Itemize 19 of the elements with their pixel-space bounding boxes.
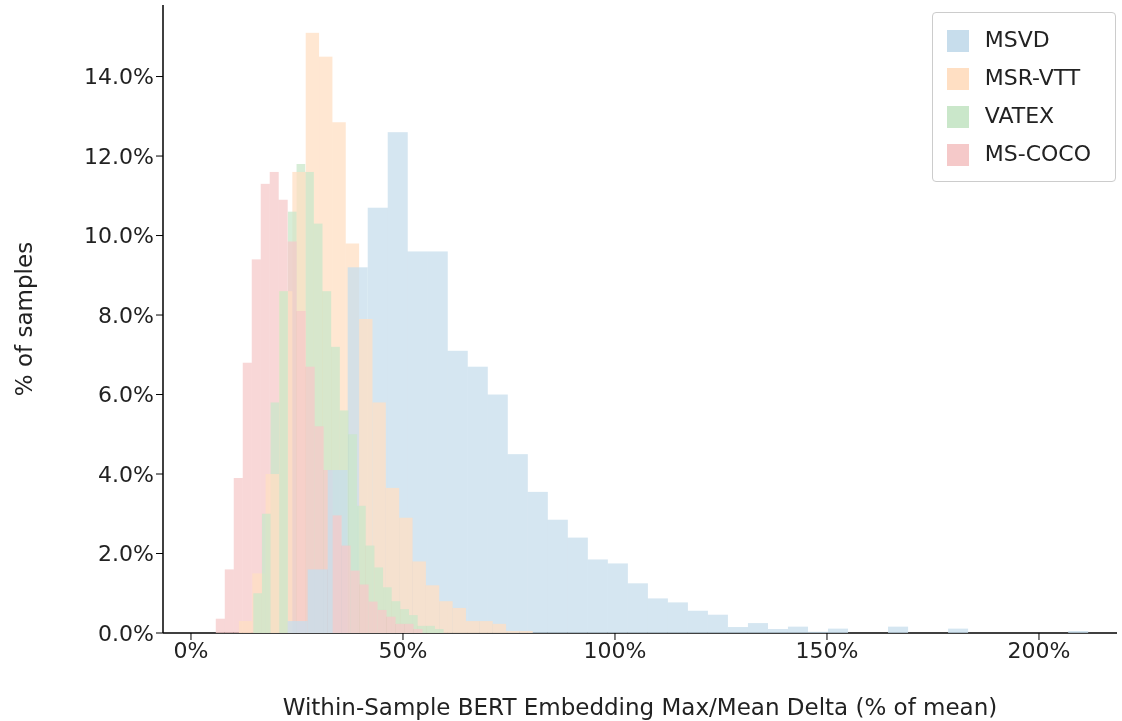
legend-label: MSVD — [984, 27, 1050, 52]
y-tick-label: 2.0% — [98, 541, 154, 567]
y-tick-label: 6.0% — [98, 382, 154, 408]
y-tick-label: 4.0% — [98, 461, 154, 487]
x-tick-label: 100% — [583, 637, 647, 663]
x-axis-title: Within-Sample BERT Embedding Max/Mean Delta (% of mean) — [282, 694, 998, 720]
y-tick-label: 12.0% — [84, 143, 154, 169]
x-tick-label: 150% — [795, 637, 859, 663]
legend-label: VATEX — [984, 103, 1055, 128]
legend-label: MS-COCO — [984, 141, 1091, 166]
y-axis-title: % of samples — [11, 241, 38, 397]
legend-label: MSR-VTT — [984, 65, 1081, 90]
y-tick-label: 14.0% — [84, 64, 154, 90]
x-tick-label: 200% — [1007, 637, 1071, 663]
x-tick-label: 0% — [173, 637, 209, 663]
y-tick-label: 0.0% — [98, 620, 154, 646]
y-tick-label: 10.0% — [84, 223, 154, 249]
x-tick-label: 50% — [378, 637, 428, 663]
y-tick-label: 8.0% — [98, 302, 154, 328]
